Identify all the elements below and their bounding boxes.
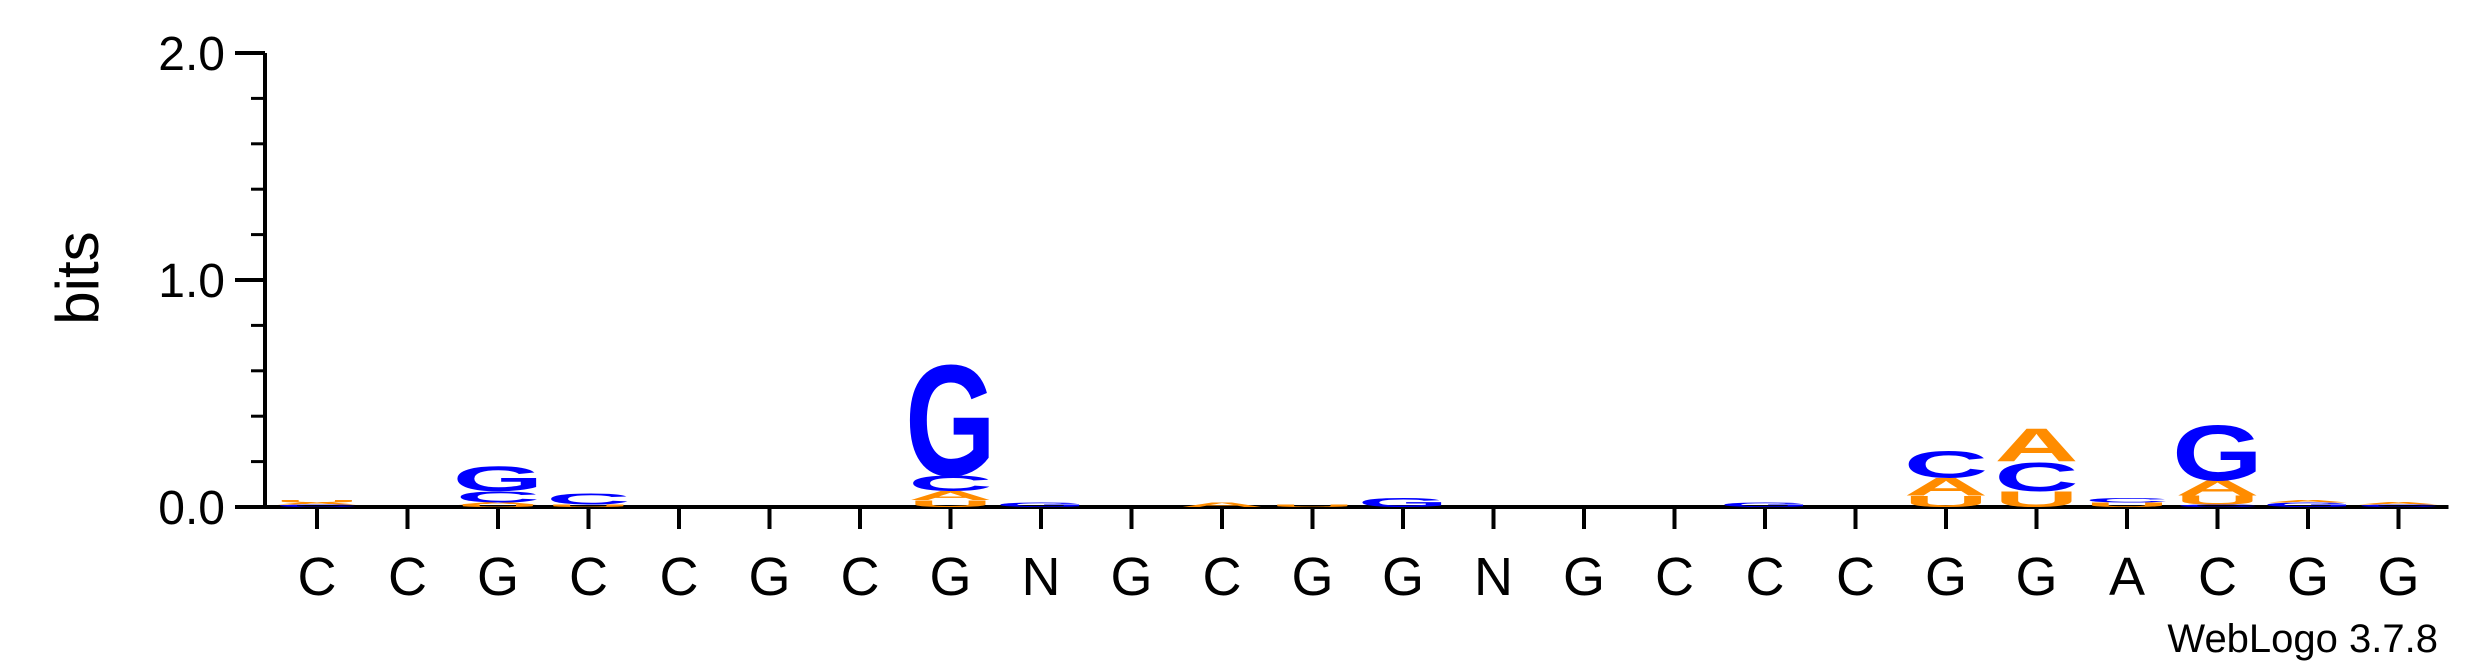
x-tick-label: G — [1382, 547, 1424, 607]
logo-letter-A: A — [1180, 501, 1264, 508]
x-tick-label: C — [388, 547, 427, 607]
x-tick-label: G — [748, 547, 790, 607]
logo-letter-U: U — [2175, 493, 2259, 507]
logo-letter-G: G — [2172, 409, 2263, 497]
x-tick-label: C — [1203, 547, 1242, 607]
logo-letter-C: C — [2175, 504, 2259, 508]
x-tick-label: C — [841, 547, 880, 607]
logo-letter-A: A — [2175, 476, 2259, 501]
logo-letter-G: G — [905, 333, 996, 510]
logo-letter-C: C — [2085, 497, 2169, 504]
logo-letter-U: U — [546, 504, 630, 508]
x-tick-label: C — [1655, 547, 1694, 607]
logo-letter-G: G — [996, 501, 1087, 508]
logo-letter-A: A — [2266, 500, 2350, 504]
x-tick-label: G — [929, 547, 971, 607]
y-axis: 0.0 1.0 2.0 — [158, 28, 267, 535]
x-tick-label: C — [660, 547, 699, 607]
x-tick-label: G — [2015, 547, 2057, 607]
x-tick-label: G — [1291, 547, 1333, 607]
logo-letter-G: G — [1358, 496, 1449, 510]
logo-letter-A: A — [2356, 502, 2440, 506]
logo-letter-U: U — [1270, 504, 1354, 508]
logo-letter-G: G — [453, 460, 544, 499]
x-tick-label: C — [1746, 547, 1785, 607]
weblogo-credit: WebLogo 3.7.8 — [2167, 617, 2438, 661]
logo-letter-U: U — [2085, 501, 2169, 508]
logo-letter-C: C — [275, 504, 359, 508]
logo-letter-C: C — [1904, 443, 1988, 486]
logo-letter-C: C — [908, 471, 992, 496]
logo-letter-C: C — [546, 490, 630, 508]
logo-letter-C: C — [456, 488, 540, 506]
y-tick-label: 1.0 — [158, 255, 225, 308]
x-tick-label: G — [1110, 547, 1152, 607]
x-tick-label: G — [2287, 547, 2329, 607]
logo-letter-U: U — [1904, 493, 1988, 511]
logo-letter-U: U — [908, 498, 992, 509]
x-tick-label: G — [2377, 547, 2419, 607]
x-tick-label: C — [2198, 547, 2237, 607]
logo-letter-A: A — [275, 502, 359, 506]
logo-letter-A: A — [456, 502, 540, 506]
logo-letter-A: A — [908, 489, 992, 503]
x-tick-label: C — [298, 547, 337, 607]
x-tick-label: C — [569, 547, 608, 607]
x-tick-label: G — [477, 547, 519, 607]
logo-letter-A: A — [1904, 473, 1988, 501]
y-tick-label: 0.0 — [158, 482, 225, 535]
x-tick-label: G — [1563, 547, 1605, 607]
x-tick-label: C — [1836, 547, 1875, 607]
y-axis-label: bits — [44, 231, 111, 324]
logo-letter-C: C — [2356, 504, 2440, 508]
logo-letter-U: U — [1994, 487, 2078, 512]
logo-letter-G: G — [2263, 501, 2354, 508]
logo-letter-A: A — [1994, 418, 2078, 471]
logo-letter-U: U — [275, 500, 359, 504]
logo-letter-C: C — [1994, 454, 2078, 500]
y-tick-label: 2.0 — [158, 28, 225, 81]
x-tick-label: A — [2109, 547, 2145, 607]
x-tick-label: N — [1474, 547, 1513, 607]
x-tick-label: N — [1022, 547, 1061, 607]
x-tick-label: G — [1925, 547, 1967, 607]
logo-letter-G: G — [1720, 501, 1811, 508]
logo-letter-U: U — [456, 504, 540, 508]
